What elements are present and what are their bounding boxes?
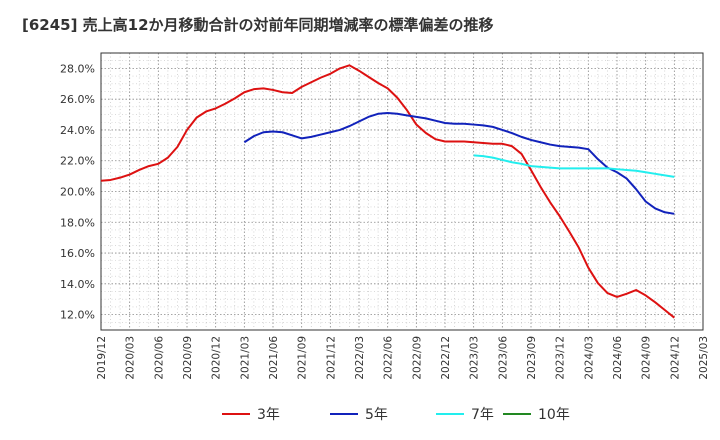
x-tick-label: 2024/09 (641, 336, 653, 380)
series-line-1 (243, 112, 675, 215)
x-tick-label: 2023/12 (555, 336, 567, 380)
series-layer (100, 64, 675, 319)
x-tick-label: 2021/09 (297, 336, 309, 380)
y-tick-label: 28.0% (60, 62, 95, 75)
series-line-0 (100, 64, 675, 319)
chart-title: [6245] 売上高12か月移動合計の対前年同期増減率の標準偏差の推移 (22, 16, 494, 34)
x-tick-label: 2023/06 (497, 336, 509, 380)
y-tick-label: 24.0% (60, 124, 95, 137)
x-tick-label: 2020/06 (153, 336, 165, 380)
x-tick-label: 2021/03 (239, 336, 251, 380)
y-tick-label: 20.0% (60, 186, 95, 199)
y-tick-label: 18.0% (60, 216, 95, 229)
axis-layer: 2019/12 2020/03 2020/06 2020/09 2020/12 2021/… (60, 62, 710, 379)
y-tick-label: 14.0% (60, 278, 95, 291)
x-tick-label: 2024/12 (669, 336, 681, 380)
legend-label-0: 3年 (257, 407, 280, 423)
x-tick-label: 2022/06 (383, 336, 395, 380)
y-tick-label: 12.0% (60, 309, 95, 322)
x-tick-label: 2023/09 (526, 336, 538, 380)
x-tick-label: 2021/12 (325, 336, 337, 380)
y-tick-label: 22.0% (60, 155, 95, 168)
x-tick-label: 2021/06 (268, 336, 280, 380)
x-tick-label: 2020/03 (125, 336, 137, 380)
x-tick-label: 2025/03 (698, 336, 710, 380)
legend: 3年 5年 7年 10年 (222, 407, 570, 423)
series-line-2 (473, 154, 675, 178)
legend-label-1: 5年 (365, 407, 388, 423)
legend-label-3: 10年 (538, 407, 570, 423)
y-tick-label: 26.0% (60, 93, 95, 106)
x-tick-label: 2024/03 (583, 336, 595, 380)
x-tick-label: 2020/12 (211, 336, 223, 380)
x-tick-label: 2022/09 (411, 336, 423, 380)
x-tick-label: 2023/03 (469, 336, 481, 380)
x-tick-label: 2020/09 (182, 336, 194, 380)
legend-label-2: 7年 (471, 407, 494, 423)
x-tick-label: 2022/03 (354, 336, 366, 380)
x-tick-label: 2019/12 (96, 336, 108, 380)
y-tick-label: 16.0% (60, 247, 95, 260)
x-tick-label: 2022/12 (440, 336, 452, 380)
x-tick-label: 2024/06 (612, 336, 624, 380)
plot-frame (100, 52, 704, 331)
